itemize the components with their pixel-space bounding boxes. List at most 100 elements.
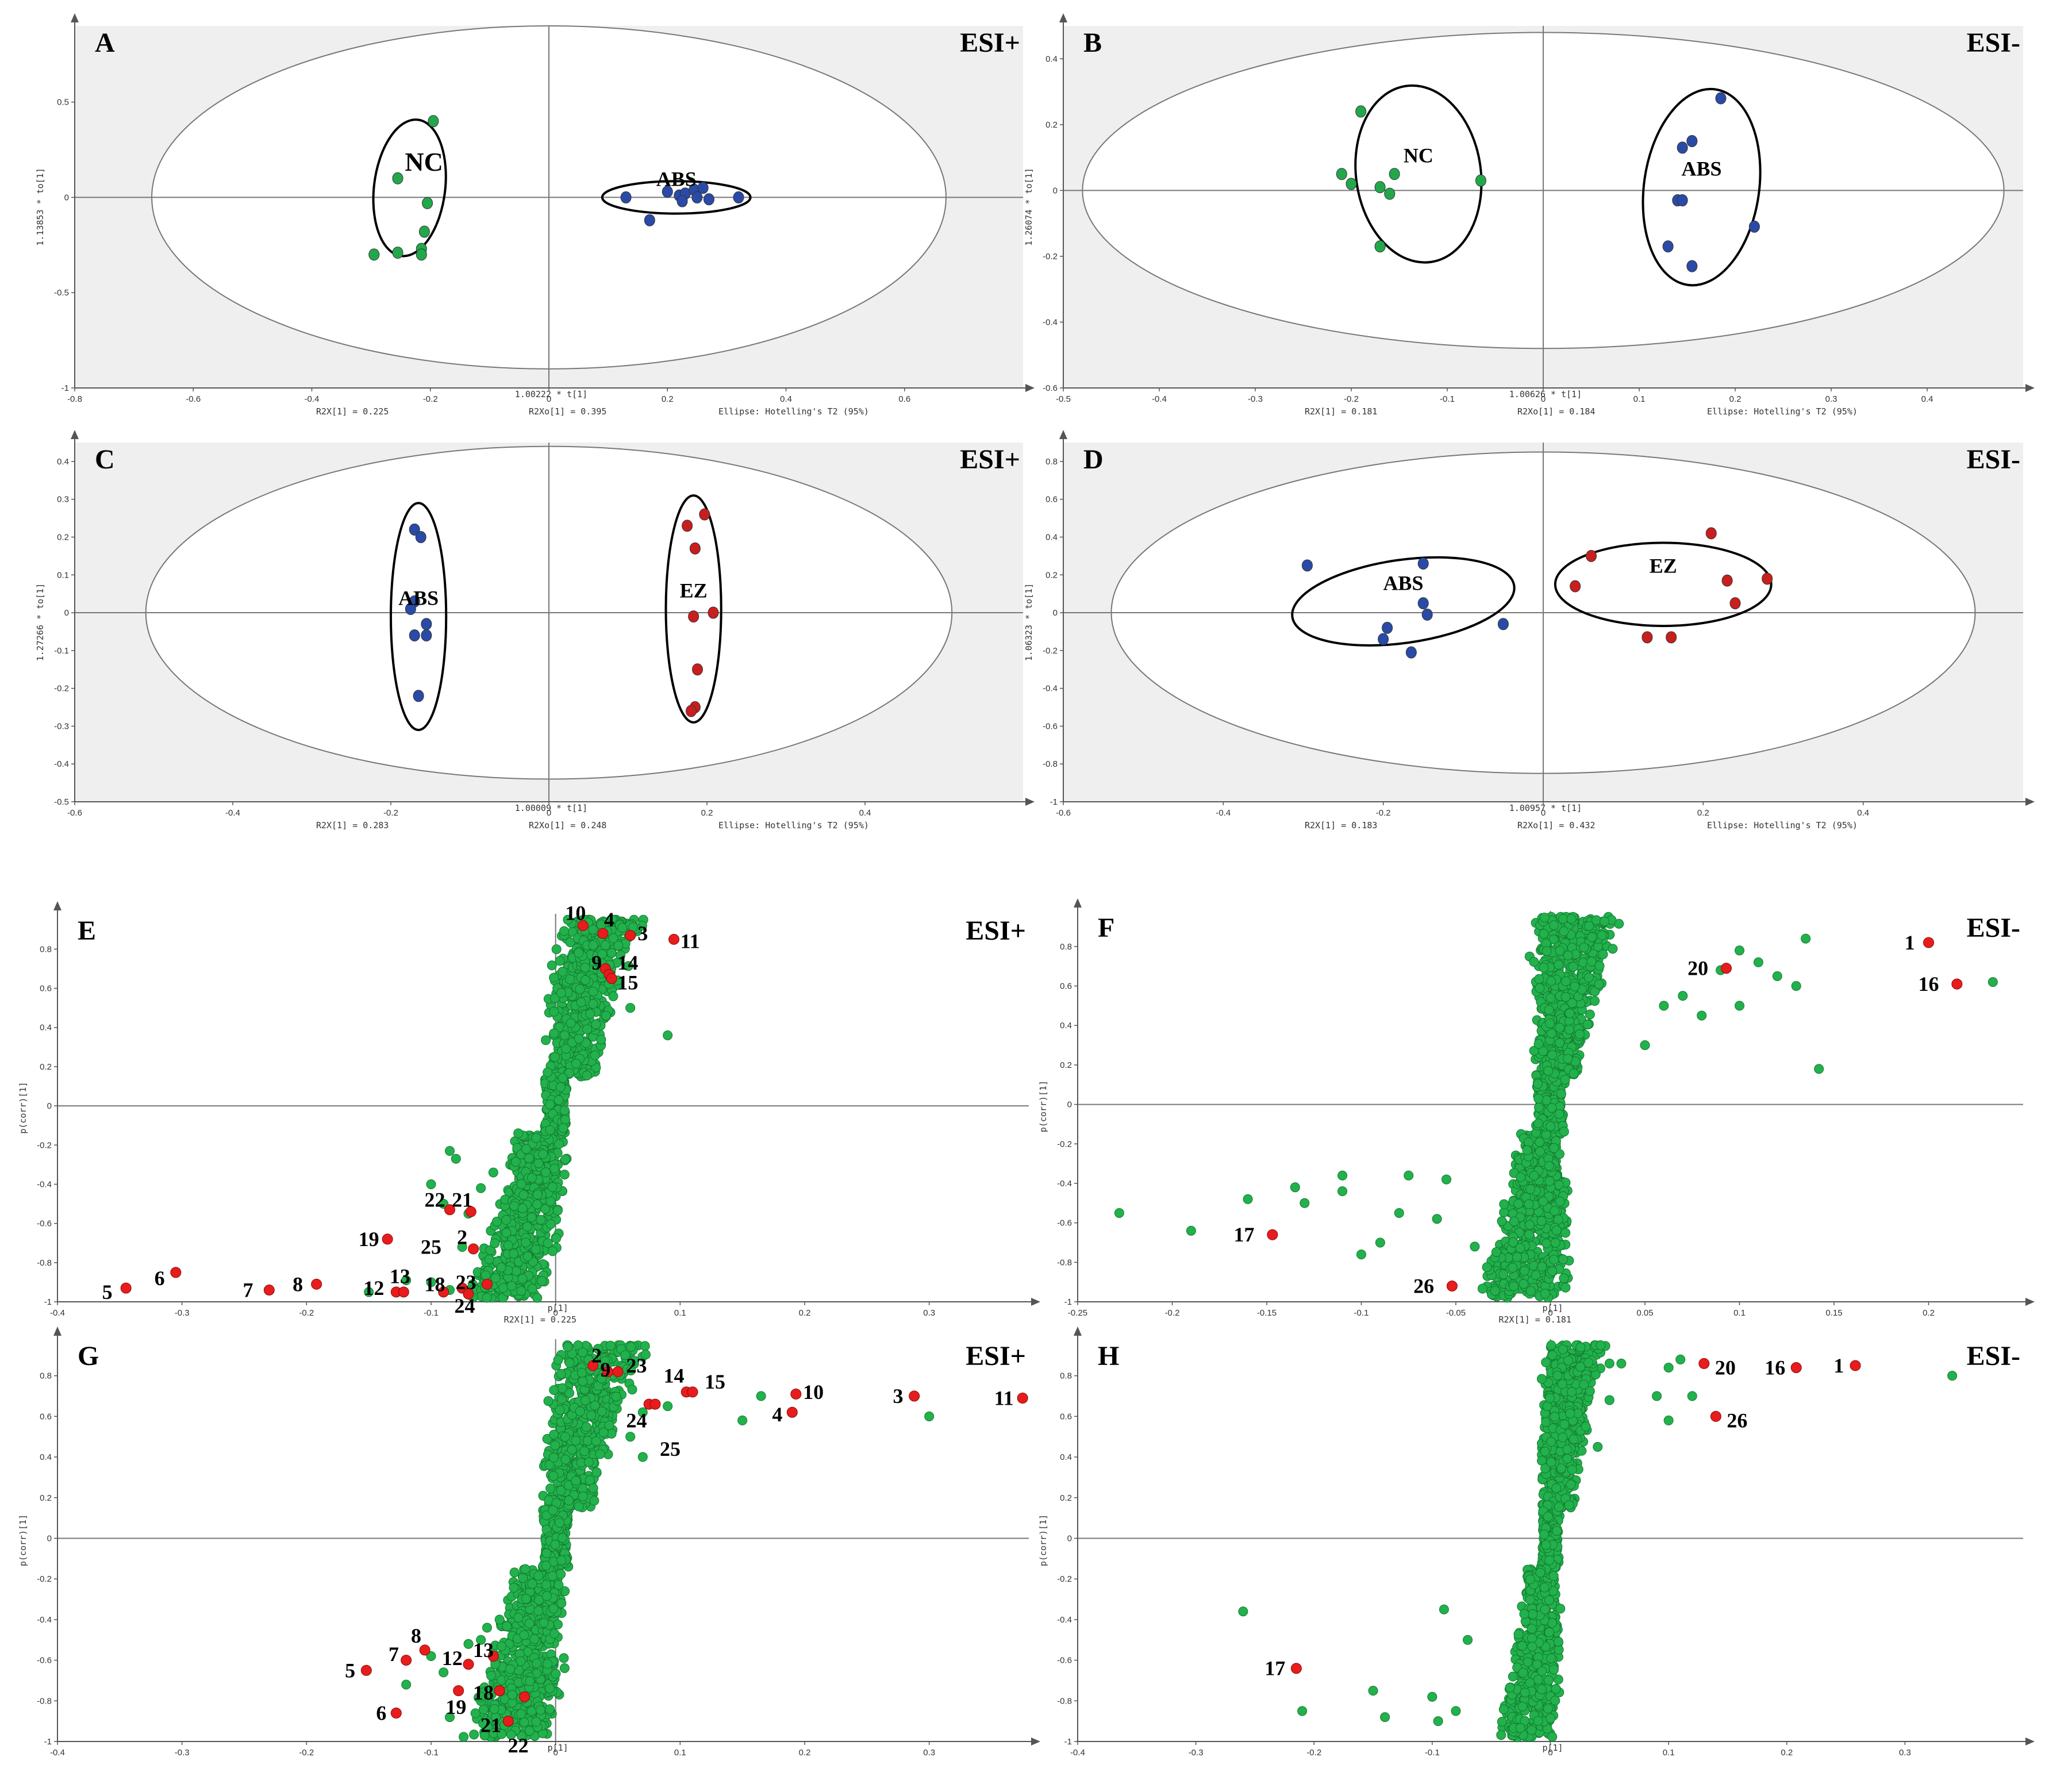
x-tick-label: 0.1: [674, 1748, 686, 1758]
variable-point: [1543, 1066, 1554, 1076]
score-point: [1382, 621, 1393, 634]
group-label: EZ: [680, 579, 708, 602]
x-axis-arrow: [1031, 1737, 1040, 1746]
x-axis-arrow: [1025, 798, 1035, 806]
marker-point: [909, 1390, 920, 1402]
y-axis-title: p(corr)[1]: [18, 1082, 28, 1133]
y-tick-label: -0.6: [1057, 1656, 1072, 1666]
y-tick-label: -0.2: [1043, 646, 1058, 656]
score-point: [1417, 597, 1429, 610]
variable-point: [1546, 976, 1556, 986]
x-axis-title: p[1]: [1542, 1743, 1563, 1753]
x-tick-label: -0.1: [424, 1308, 439, 1318]
variable-point: [451, 1154, 461, 1164]
variable-point: [476, 1183, 486, 1193]
marker-label: 21: [452, 1189, 472, 1212]
variable-point: [1560, 976, 1571, 986]
x-tick-label: -0.2: [1344, 394, 1359, 404]
score-point: [620, 191, 632, 203]
panel-B: -0.5 -0.4 -0.3 -0.2 -0.1 0 0.1 0.2 0.3 0.4-0.6-0.…: [1024, 13, 2035, 417]
y-tick-label: 0: [47, 1533, 52, 1543]
x-axis-arrow: [2025, 798, 2035, 806]
score-point: [1301, 559, 1313, 572]
variable-point: [1498, 1269, 1509, 1279]
variable-point: [1441, 1174, 1452, 1185]
variable-point: [1545, 1018, 1555, 1029]
variable-point: [1186, 1225, 1196, 1236]
variable-point: [1290, 1182, 1300, 1193]
y-tick-label: -0.2: [37, 1574, 52, 1584]
variable-point: [1544, 1161, 1554, 1171]
variable-point: [1509, 1216, 1520, 1227]
model-caption: R2X[1] = 0.283: [316, 820, 389, 831]
variable-point: [541, 1591, 552, 1601]
y-tick-label: 0.2: [40, 1062, 52, 1072]
variable-point: [522, 1251, 533, 1262]
score-point: [416, 248, 427, 261]
y-tick-label: 0.2: [1045, 120, 1058, 130]
variable-point: [548, 1471, 559, 1481]
score-point: [1384, 187, 1396, 200]
score-point: [697, 182, 709, 194]
variable-point: [1533, 1118, 1543, 1129]
variable-point: [571, 1436, 581, 1446]
variable-point: [625, 1432, 636, 1442]
y-tick-label: 0.8: [1060, 1371, 1072, 1381]
marker-label: 13: [473, 1639, 494, 1662]
variable-point: [521, 1144, 532, 1154]
variable-point: [1519, 1279, 1529, 1289]
variable-point: [1533, 1093, 1544, 1104]
variable-point: [553, 1355, 563, 1365]
x-tick-label: 0: [547, 808, 551, 818]
variable-point: [1556, 1089, 1566, 1099]
variable-point: [554, 1139, 564, 1149]
variable-point: [482, 1293, 492, 1303]
variable-point: [516, 1179, 526, 1189]
variable-point: [1594, 979, 1604, 989]
y-tick-label: 0.2: [1045, 570, 1058, 580]
ionisation-mode: ESI+: [960, 444, 1020, 475]
variable-point: [559, 1030, 570, 1040]
variable-point: [532, 1293, 543, 1303]
variable-point: [1509, 1281, 1519, 1291]
variable-point: [556, 1555, 567, 1566]
x-tick-label: -0.25: [1068, 1308, 1087, 1318]
y-tick-label: -1: [44, 1737, 52, 1747]
variable-point: [1563, 1054, 1573, 1064]
model-caption: Ellipse: Hotelling's T2 (95%): [1707, 820, 1858, 831]
variable-point: [1114, 1208, 1124, 1218]
variable-point: [558, 1123, 568, 1133]
x-tick-label: 0.05: [1636, 1308, 1653, 1318]
variable-point: [551, 944, 562, 955]
variable-point: [582, 1070, 592, 1081]
variable-point: [586, 1410, 597, 1421]
variable-point: [502, 1621, 512, 1631]
variable-point: [1337, 1170, 1348, 1181]
y-tick-label: 0: [64, 608, 69, 618]
score-point: [1346, 178, 1357, 190]
x-tick-label: -0.3: [1248, 394, 1263, 404]
variable-point: [1640, 1040, 1650, 1051]
variable-point: [1735, 1001, 1744, 1011]
y-tick-label: 0.6: [40, 1412, 52, 1421]
y-tick-label: -0.5: [54, 797, 69, 807]
variable-point: [1678, 991, 1688, 1001]
variable-point: [1772, 971, 1782, 981]
variable-point: [548, 1246, 558, 1256]
variable-point: [561, 1044, 571, 1054]
variable-point: [567, 1444, 577, 1455]
score-point: [422, 197, 433, 209]
variable-point: [501, 1228, 512, 1238]
marker-label: 12: [442, 1647, 463, 1670]
variable-point: [600, 940, 610, 951]
panel-E: -0.4 -0.3 -0.2 -0.1 0 0.1 0.2 0.3-1-0.8-0.6-0.4…: [18, 901, 1040, 1325]
variable-point: [1554, 959, 1564, 970]
x-tick-label: 0.2: [1697, 808, 1709, 818]
variable-point: [1524, 1220, 1535, 1230]
ionisation-mode: ESI-: [1967, 444, 2020, 475]
y-axis-arrow: [71, 13, 79, 22]
variable-point: [1814, 1064, 1824, 1074]
marker-label: 26: [1413, 1275, 1434, 1298]
marker-point: [668, 933, 679, 945]
variable-point: [588, 924, 598, 935]
